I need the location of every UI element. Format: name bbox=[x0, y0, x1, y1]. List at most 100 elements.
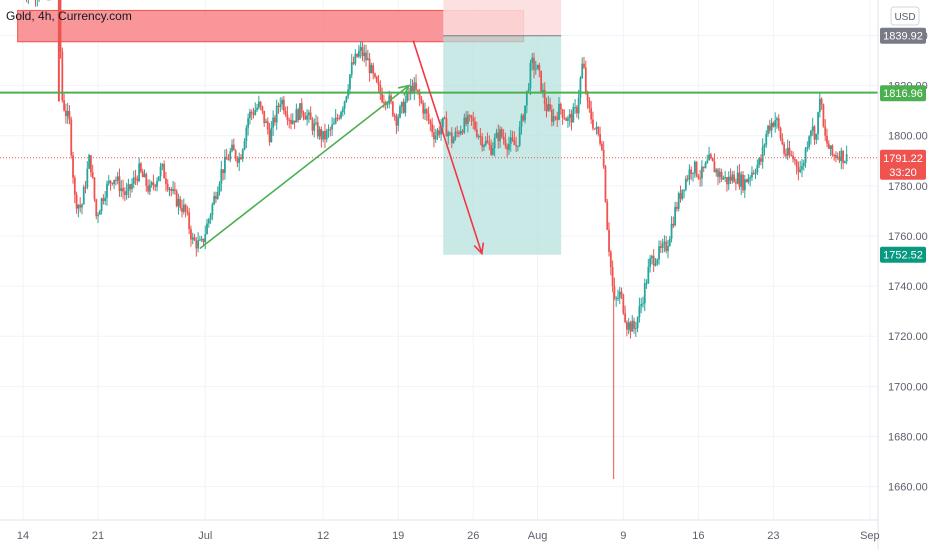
candle-body bbox=[613, 286, 616, 299]
candle-body bbox=[600, 143, 603, 150]
x-tick-label: 9 bbox=[620, 530, 626, 542]
candle-body bbox=[277, 105, 280, 107]
candle-body bbox=[200, 238, 203, 240]
candle-body bbox=[402, 102, 405, 113]
y-tick-label: 1680.00 bbox=[888, 431, 928, 443]
candle-body bbox=[497, 132, 500, 142]
candle-body bbox=[676, 206, 678, 209]
candle-body bbox=[427, 113, 430, 121]
candle-body bbox=[270, 127, 273, 143]
y-tick-label: 1800.00 bbox=[888, 131, 928, 143]
candle-body bbox=[404, 101, 407, 113]
candle-body bbox=[558, 103, 560, 120]
candle-body bbox=[563, 117, 566, 119]
candle-body bbox=[340, 112, 342, 119]
candle-body bbox=[354, 53, 357, 64]
candle-body bbox=[693, 161, 696, 173]
candle-body bbox=[672, 223, 675, 226]
candle-body bbox=[599, 134, 601, 144]
candle-body bbox=[122, 188, 124, 192]
candle-body bbox=[785, 153, 787, 156]
candle-body bbox=[172, 189, 174, 192]
candle-body bbox=[441, 117, 444, 128]
candle-body bbox=[550, 109, 553, 122]
candle-body bbox=[665, 241, 668, 252]
candle-body bbox=[729, 176, 732, 181]
candle-body bbox=[770, 122, 773, 131]
candle-body bbox=[459, 131, 462, 135]
symbol-title[interactable]: Gold, 4h, Currency.com bbox=[6, 9, 132, 23]
candle-body bbox=[116, 176, 119, 181]
candle-body bbox=[529, 62, 532, 89]
candle-body bbox=[731, 174, 734, 181]
candle-body bbox=[490, 144, 493, 155]
currency-button[interactable]: USD bbox=[890, 6, 920, 26]
candle-body bbox=[440, 127, 442, 135]
candle-body bbox=[679, 193, 682, 199]
candle-body bbox=[690, 169, 693, 174]
candle-body bbox=[511, 137, 514, 141]
candle-body bbox=[445, 118, 448, 137]
candle-body bbox=[590, 108, 593, 120]
candle-body bbox=[502, 136, 505, 140]
candle-body bbox=[758, 158, 761, 165]
candle-body bbox=[838, 156, 841, 161]
candle-body bbox=[466, 115, 469, 124]
candle-body bbox=[73, 177, 76, 195]
candle-body bbox=[670, 223, 673, 239]
candle-body bbox=[190, 229, 192, 240]
candle-body bbox=[93, 177, 96, 200]
candle-body bbox=[715, 169, 718, 173]
candle-body bbox=[397, 117, 400, 126]
candle-body bbox=[767, 125, 769, 134]
candle-body bbox=[290, 119, 292, 124]
candle-body bbox=[734, 182, 737, 184]
candle-body bbox=[386, 103, 389, 105]
candle-body bbox=[129, 184, 132, 190]
candle-body bbox=[515, 145, 518, 147]
candle-body bbox=[81, 204, 83, 208]
candle-body bbox=[668, 238, 671, 247]
candle-body bbox=[249, 111, 251, 119]
candle-body bbox=[835, 155, 837, 158]
candle-body bbox=[152, 182, 155, 186]
candle-body bbox=[570, 113, 573, 123]
candle-body bbox=[168, 189, 171, 191]
candle-body bbox=[797, 166, 800, 172]
candle-body bbox=[638, 306, 641, 318]
candle-body bbox=[727, 176, 730, 185]
candle-body bbox=[191, 237, 194, 240]
candle-body bbox=[472, 118, 475, 122]
candle-body bbox=[781, 138, 784, 145]
price-badge bbox=[880, 149, 926, 180]
candle-body bbox=[776, 118, 778, 121]
candle-body bbox=[595, 126, 598, 129]
candle-body bbox=[250, 111, 253, 114]
candle-body bbox=[747, 178, 750, 183]
candle-body bbox=[204, 234, 207, 243]
candle-body bbox=[447, 133, 450, 137]
candle-body bbox=[263, 110, 266, 123]
candle-body bbox=[751, 172, 753, 178]
candle-body bbox=[749, 177, 752, 179]
candle-body bbox=[579, 78, 582, 98]
candle-body bbox=[625, 322, 628, 330]
candle-body bbox=[559, 103, 562, 110]
candle-body bbox=[786, 147, 789, 156]
price-badge bbox=[880, 27, 926, 44]
candle-body bbox=[98, 210, 101, 215]
candle-body bbox=[356, 53, 359, 57]
candle-body bbox=[609, 251, 612, 268]
candle-body bbox=[211, 204, 214, 216]
candle-body bbox=[536, 64, 539, 70]
candle-body bbox=[779, 127, 782, 139]
candle-body bbox=[556, 116, 559, 120]
candle-body bbox=[611, 267, 614, 287]
candle-body bbox=[506, 145, 509, 150]
x-tick-label: 21 bbox=[92, 530, 104, 542]
candle-body bbox=[311, 119, 314, 131]
candle-body bbox=[565, 118, 568, 121]
candle-body bbox=[538, 64, 541, 71]
candle-body bbox=[86, 168, 89, 188]
